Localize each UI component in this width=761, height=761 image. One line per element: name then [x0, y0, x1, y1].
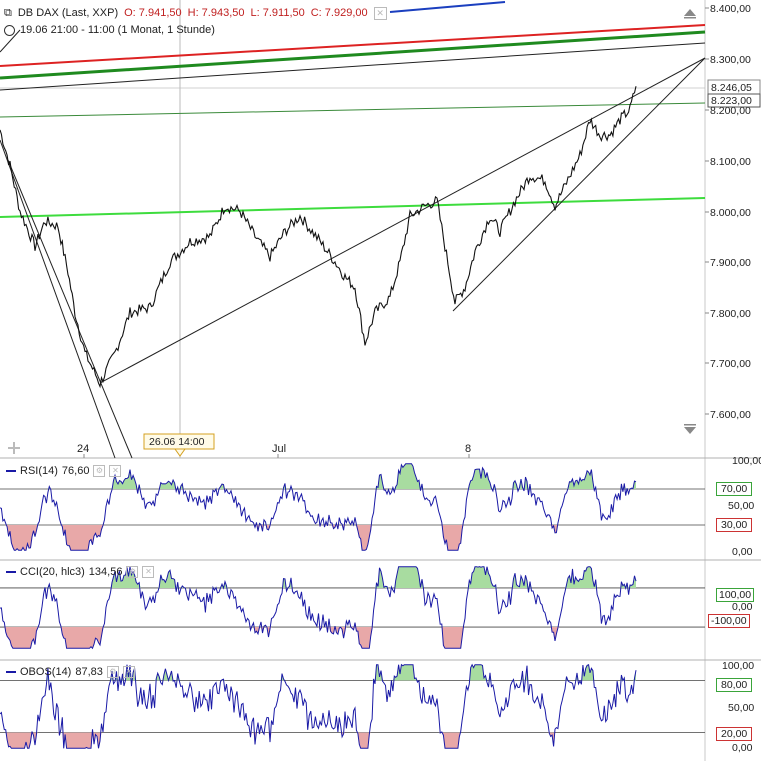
- price-marker-current: 8.223,00: [707, 93, 761, 108]
- cci-value: 134,56: [88, 566, 123, 578]
- obos-line: [0, 663, 637, 749]
- rsi-upper-marker: 70,00: [716, 482, 753, 496]
- price-tick-7800: 7.800,00: [710, 308, 751, 320]
- obos-upper-marker: 80,00: [716, 678, 753, 692]
- top-left-line[interactable]: [0, 29, 21, 53]
- scroll-down-icon[interactable]: [684, 424, 696, 434]
- trend-line-dark-green[interactable]: [0, 30, 706, 80]
- obos-title: OBOS(14): [20, 666, 72, 678]
- time-label-24: 24: [77, 443, 89, 455]
- trend-line-blue[interactable]: [389, 1, 506, 13]
- support-line-green[interactable]: [0, 197, 706, 218]
- ohlc-open: O: 7.941,50: [124, 7, 182, 19]
- chart-header: ⧉ DB DAX (Last, XXP) O: 7.941,50 H: 7.94…: [4, 6, 387, 20]
- obos-value: 87,83: [75, 666, 103, 678]
- rsi-overbought-fill: [0, 463, 636, 489]
- cci-panel-title: CCI(20, hlc3) 134,56 ⚙ ✕: [6, 566, 155, 578]
- rsi-line: [0, 463, 637, 551]
- obos-tick-0: 0,00: [732, 742, 753, 754]
- obos-settings-icon[interactable]: ⚙: [106, 666, 119, 678]
- ohlc-high: H: 7.943,50: [187, 7, 245, 19]
- price-line: [0, 86, 637, 389]
- trend-line-thin-green[interactable]: [0, 102, 706, 118]
- cci-upper-marker: 100,00: [716, 588, 755, 602]
- ohlc-close: C: 7.929,00: [310, 7, 368, 19]
- wedge-lower-line[interactable]: [452, 57, 706, 312]
- close-header-icon[interactable]: ✕: [373, 6, 387, 20]
- price-tick-8000: 8.000,00: [710, 207, 751, 219]
- crosshair-time-label: 26.06 14:00: [143, 433, 215, 457]
- scroll-up-icon[interactable]: [684, 9, 696, 19]
- clock-icon: [4, 24, 15, 36]
- decline-line-b[interactable]: [7, 159, 133, 459]
- trend-line-black-upper[interactable]: [0, 42, 706, 91]
- cci-oversold-fill: [0, 627, 636, 649]
- price-tick-8400: 8.400,00: [710, 3, 751, 15]
- cci-title: CCI(20, hlc3): [20, 566, 85, 578]
- svg-text:8.223,00: 8.223,00: [711, 95, 752, 107]
- obos-tick-100: 100,00: [722, 660, 755, 672]
- obos-lower-marker: 20,00: [716, 727, 753, 741]
- rsi-close-icon[interactable]: ✕: [109, 465, 122, 477]
- rsi-lower-marker: 30,00: [716, 518, 753, 532]
- cci-tick-0: 0,00: [732, 601, 753, 613]
- cci-overbought-fill: [0, 566, 636, 588]
- rsi-panel-title: RSI(14) 76,60 ⚙ ✕: [6, 465, 122, 477]
- time-label-jul: Jul: [272, 443, 286, 455]
- rsi-title: RSI(14): [20, 465, 58, 477]
- rsi-tick-50: 50,00: [728, 500, 755, 512]
- svg-text:26.06 14:00: 26.06 14:00: [149, 436, 205, 448]
- ohlc-low: L: 7.911,50: [250, 7, 305, 19]
- price-marker-high: 8.246,05: [707, 79, 761, 95]
- decline-line-a[interactable]: [0, 139, 116, 459]
- price-tick-8100: 8.100,00: [710, 156, 751, 168]
- price-tick-8300: 8.300,00: [710, 54, 751, 66]
- price-tick-7900: 7.900,00: [710, 257, 751, 269]
- price-tick-8200: 8.200,00: [710, 105, 751, 117]
- obos-close-icon[interactable]: ✕: [122, 666, 135, 678]
- rsi-value: 76,60: [61, 465, 90, 477]
- trend-line-red[interactable]: [0, 24, 706, 67]
- cci-settings-icon[interactable]: ⚙: [126, 566, 139, 578]
- add-panel-icon[interactable]: [8, 442, 20, 454]
- price-tick-7600: 7.600,00: [710, 409, 751, 421]
- time-label-8: 8: [465, 443, 471, 455]
- cci-lower-marker: -100,00: [708, 614, 750, 628]
- price-tick-7700: 7.700,00: [710, 358, 751, 370]
- obos-tick-50: 50,00: [728, 702, 755, 714]
- cci-close-icon[interactable]: ✕: [142, 566, 155, 578]
- rsi-tick-0: 0,00: [732, 546, 753, 558]
- wedge-upper-line[interactable]: [99, 57, 706, 384]
- cci-line: [0, 566, 637, 650]
- rsi-tick-100: 100,00: [732, 455, 761, 467]
- period-row: 19.06 21:00 - 11:00 (1 Monat, 1 Stunde): [4, 24, 215, 36]
- svg-text:8.246,05: 8.246,05: [711, 82, 752, 94]
- chart-type-icon[interactable]: ⧉: [4, 6, 12, 19]
- instrument-name: DB DAX (Last, XXP): [17, 7, 119, 19]
- obos-panel-title: OBOS(14) 87,83 ⚙ ✕: [6, 666, 135, 678]
- rsi-settings-icon[interactable]: ⚙: [93, 465, 106, 477]
- period-text: 19.06 21:00 - 11:00 (1 Monat, 1 Stunde): [20, 24, 215, 36]
- rsi-oversold-fill: [0, 525, 636, 551]
